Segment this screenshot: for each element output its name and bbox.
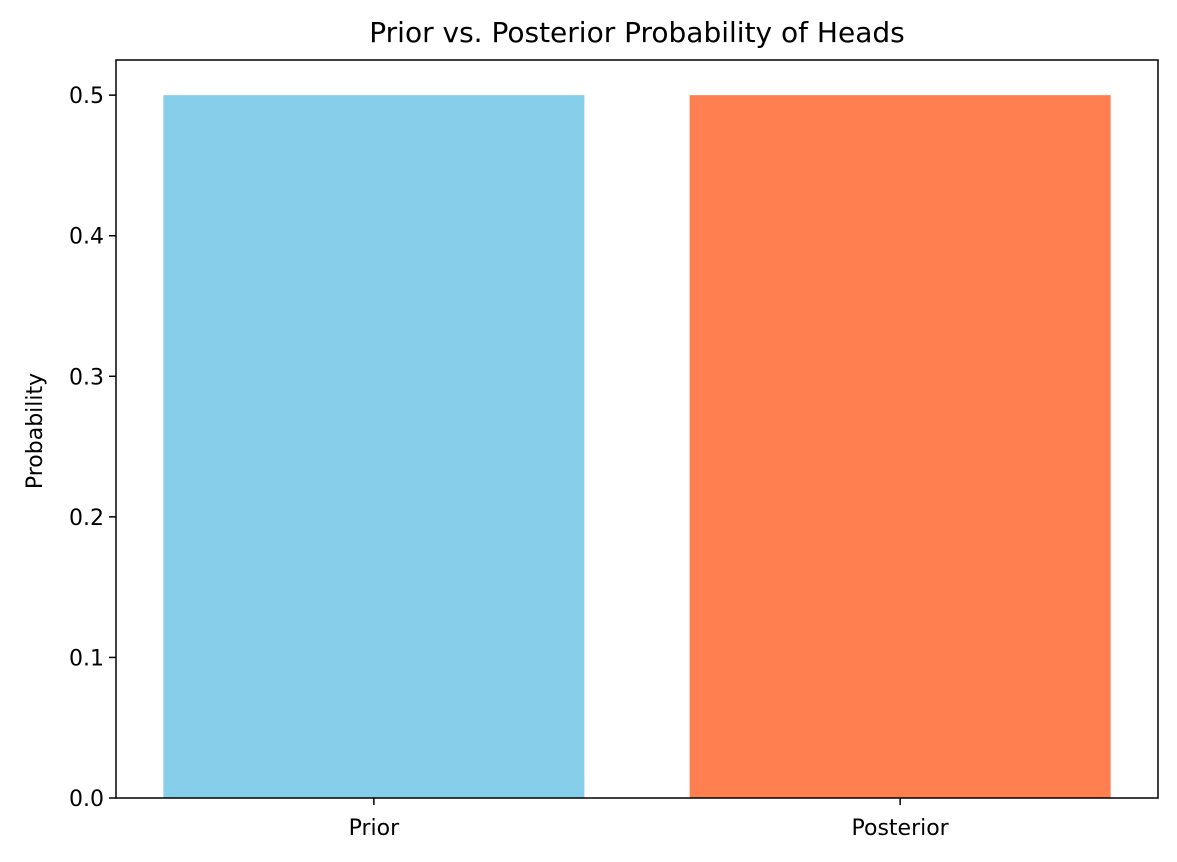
y-tick-label: 0.0 xyxy=(69,787,104,812)
y-tick-label: 0.2 xyxy=(69,506,104,531)
y-axis: 0.0 0.1 0.2 0.3 0.4 0.5 xyxy=(69,84,116,812)
y-tick-label: 0.5 xyxy=(69,84,104,109)
y-axis-label: Probability xyxy=(23,373,48,489)
chart-title: Prior vs. Posterior Probability of Heads xyxy=(369,16,904,49)
y-tick-label: 0.4 xyxy=(69,225,104,250)
bars-group xyxy=(163,95,1111,798)
x-axis: Prior Posterior xyxy=(349,798,950,841)
plot-frame xyxy=(115,59,1159,799)
x-tick-label: Posterior xyxy=(852,816,950,841)
y-tick-label: 0.3 xyxy=(69,365,104,390)
bar-prior xyxy=(163,95,585,798)
y-tick-label: 0.1 xyxy=(69,646,104,671)
bar-posterior xyxy=(689,95,1111,798)
x-tick-label: Prior xyxy=(349,816,400,841)
